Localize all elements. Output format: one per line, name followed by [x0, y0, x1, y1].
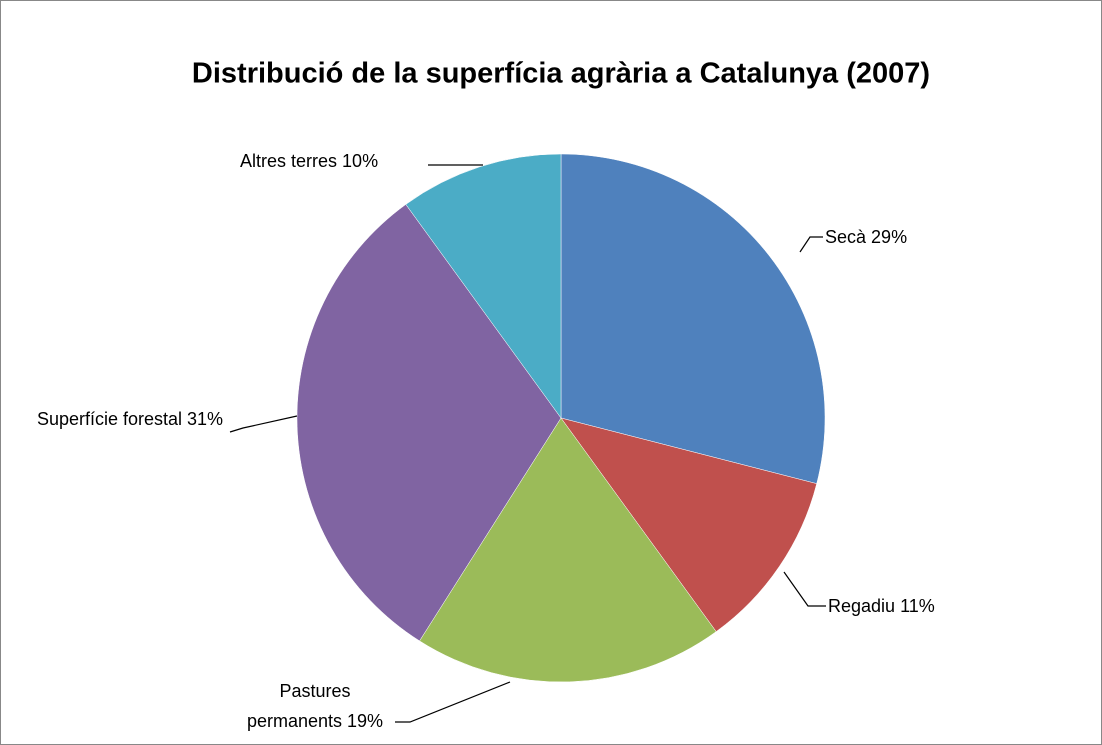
category-label: Secà	[825, 227, 867, 247]
category-label: Regadiu	[828, 596, 896, 616]
data-label: Altres terres 10%	[240, 146, 378, 176]
pie-slice	[296, 204, 562, 642]
category-label: Superfície forestal	[36, 409, 183, 429]
category-label: Pastures permanents	[246, 681, 351, 731]
value-label: 10%	[342, 151, 379, 171]
leader-lines	[229, 164, 826, 723]
leader-line	[229, 415, 298, 433]
data-label: Superfície forestal 31%	[30, 404, 230, 434]
category-label: Altres terres	[240, 151, 338, 171]
leader-line	[395, 681, 511, 723]
value-label: 19%	[347, 711, 384, 731]
value-label: 11%	[900, 596, 935, 616]
data-label: Pastures permanents 19%	[240, 676, 390, 736]
pie-slice	[560, 417, 818, 632]
pie-slice	[560, 153, 826, 484]
value-label: 29%	[871, 227, 908, 247]
leader-line	[783, 571, 826, 607]
leader-line	[799, 236, 823, 253]
data-label: Secà 29%	[825, 222, 907, 252]
chart-title: Distribució de la superfícia agrària a C…	[192, 58, 930, 90]
data-label: Regadiu 11%	[828, 591, 935, 621]
pie-slice	[405, 153, 562, 419]
value-label: 31%	[187, 409, 224, 429]
pie-slice	[419, 417, 717, 683]
